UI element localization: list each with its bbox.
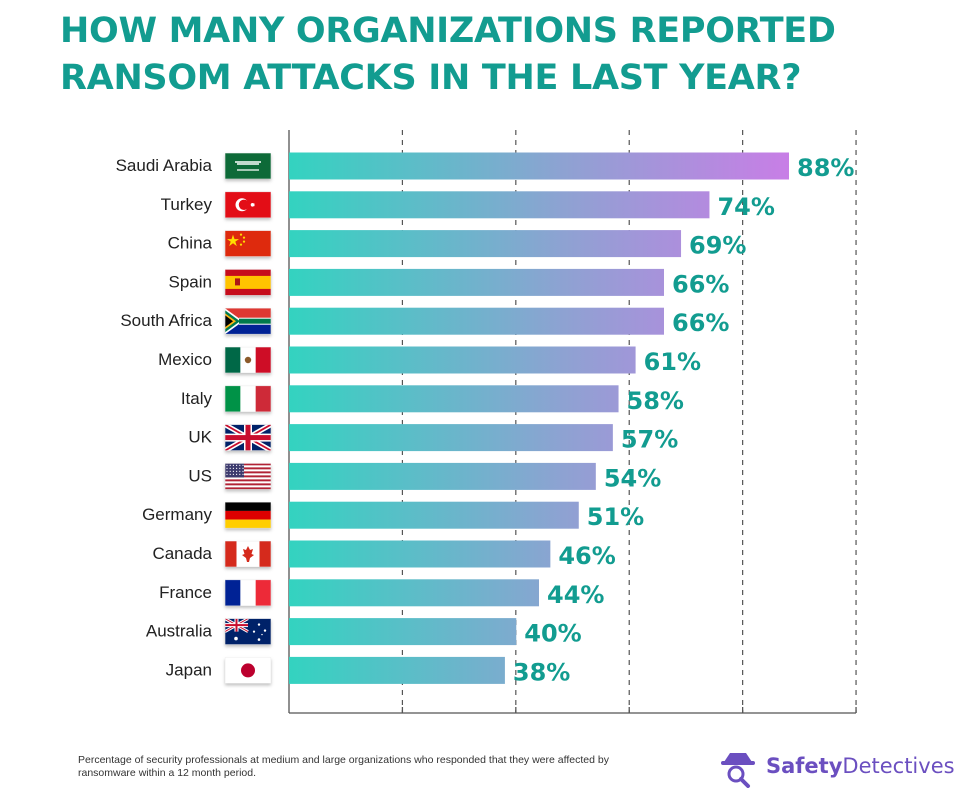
bar-row: Canada 46%	[152, 540, 616, 570]
grid-lines	[288, 130, 857, 714]
detective-icon	[721, 753, 755, 788]
bar-row: Mexico 61%	[158, 346, 701, 376]
bar	[289, 191, 710, 219]
bar	[289, 346, 636, 374]
bar-row: France 44%	[159, 579, 604, 609]
japan-flag-icon	[225, 657, 271, 684]
category-label: Mexico	[158, 350, 212, 369]
category-label: Spain	[169, 272, 212, 291]
bar-row: Japan 38%	[166, 656, 570, 686]
value-label: 66%	[672, 270, 729, 298]
bar	[289, 579, 539, 607]
italy-flag-icon	[225, 385, 271, 412]
value-label: 54%	[604, 464, 661, 492]
china-flag-icon	[225, 230, 271, 257]
category-label: South Africa	[120, 311, 212, 330]
category-label: Canada	[152, 544, 212, 563]
category-label: Saudi Arabia	[116, 156, 213, 175]
value-label: 46%	[558, 542, 615, 570]
us-flag-icon	[225, 463, 271, 490]
bar-row: US 54%	[188, 462, 661, 492]
value-label: 74%	[717, 193, 774, 221]
spain-flag-icon	[225, 269, 271, 296]
canada-flag-icon	[225, 541, 271, 567]
germany-flag-icon	[225, 502, 271, 529]
bar-row: Germany 51%	[142, 501, 644, 531]
bar	[289, 462, 596, 490]
category-label: France	[159, 583, 212, 602]
bar	[289, 230, 682, 258]
australia-flag-icon	[225, 618, 271, 645]
category-label: Australia	[146, 622, 213, 641]
category-label: Turkey	[161, 195, 213, 214]
bar-row: UK 57%	[188, 424, 678, 454]
bars: Saudi Arabia 88% Turkey 74% China 69% Spain 66%…	[116, 152, 854, 686]
value-label: 40%	[524, 620, 581, 648]
category-label: Germany	[142, 505, 212, 524]
bar-row: China 69%	[168, 230, 746, 260]
category-label: Japan	[166, 660, 212, 679]
value-label: 44%	[547, 581, 604, 609]
bar-row: South Africa 66%	[120, 307, 729, 337]
category-label: China	[168, 234, 213, 253]
bar	[289, 656, 505, 684]
value-label: 61%	[644, 348, 701, 376]
south-africa-flag-icon	[225, 308, 271, 335]
category-label: US	[188, 466, 212, 485]
bar-chart: Saudi Arabia 88% Turkey 74% China 69% Spain 66%…	[116, 130, 857, 714]
bar	[289, 268, 664, 296]
bar-row: Australia 40%	[146, 618, 582, 648]
chart-title: HOW MANY ORGANIZATIONS REPORTED RANSOM A…	[60, 11, 836, 98]
bar	[289, 501, 579, 529]
france-flag-icon	[225, 579, 271, 606]
bar	[289, 540, 551, 568]
mexico-flag-icon	[225, 347, 271, 373]
value-label: 51%	[587, 503, 644, 531]
bar	[289, 385, 619, 413]
value-label: 69%	[689, 232, 746, 260]
turkey-flag-icon	[225, 191, 271, 218]
bar-row: Saudi Arabia 88%	[116, 152, 854, 182]
bar-row: Spain 66%	[169, 268, 729, 298]
value-label: 66%	[672, 309, 729, 337]
bar	[289, 424, 613, 452]
value-label: 57%	[621, 426, 678, 454]
value-label: 38%	[513, 658, 570, 686]
category-label: UK	[188, 428, 212, 447]
value-label: 58%	[627, 387, 684, 415]
footnote: Percentage of security professionals at …	[78, 754, 609, 779]
bar	[289, 618, 517, 646]
brand-name: SafetyDetectives	[766, 754, 955, 778]
saudi-arabia-flag-icon	[225, 153, 271, 179]
bar-row: Turkey 74%	[161, 191, 775, 221]
brand-logo[interactable]: SafetyDetectives	[716, 748, 966, 788]
uk-flag-icon	[225, 424, 271, 451]
value-label: 88%	[797, 154, 854, 182]
bar	[289, 307, 664, 335]
bar	[289, 152, 789, 180]
category-label: Italy	[181, 389, 213, 408]
bar-row: Italy 58%	[181, 385, 684, 415]
